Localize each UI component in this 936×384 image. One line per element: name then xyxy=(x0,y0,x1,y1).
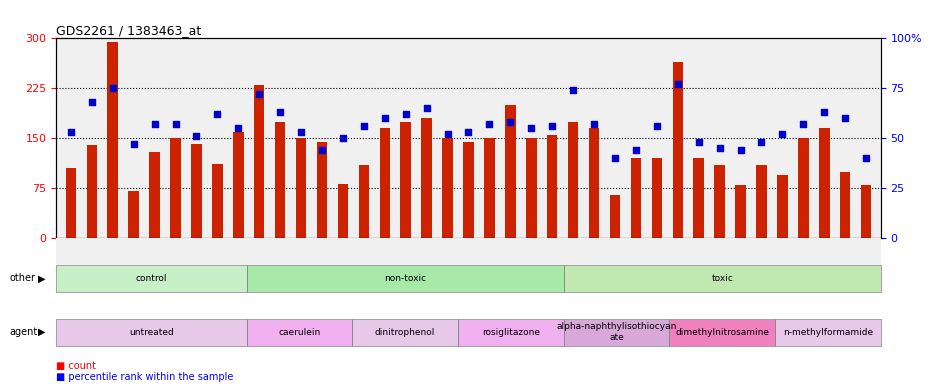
Bar xyxy=(254,85,264,238)
Point xyxy=(189,133,204,139)
Bar xyxy=(630,158,640,238)
Point xyxy=(503,119,518,125)
Point xyxy=(398,111,413,118)
Bar xyxy=(839,172,850,238)
Bar xyxy=(547,135,557,238)
Point xyxy=(356,123,371,129)
Point xyxy=(461,129,475,135)
Point xyxy=(440,131,455,137)
Point xyxy=(168,121,183,127)
Point xyxy=(210,111,225,118)
Bar xyxy=(693,158,703,238)
Bar xyxy=(735,185,745,238)
Point xyxy=(105,85,120,91)
Point xyxy=(628,147,643,153)
Bar xyxy=(651,158,662,238)
Point xyxy=(586,121,601,127)
Point xyxy=(649,123,664,129)
Bar xyxy=(776,175,787,238)
Point xyxy=(607,155,622,161)
Bar xyxy=(274,122,285,238)
Text: GDS2261 / 1383463_at: GDS2261 / 1383463_at xyxy=(56,24,201,37)
Bar xyxy=(212,164,223,238)
Text: ■ count: ■ count xyxy=(56,361,96,371)
Bar xyxy=(588,128,599,238)
Point xyxy=(544,123,559,129)
Point xyxy=(230,125,245,131)
Bar xyxy=(713,165,724,238)
Text: caerulein: caerulein xyxy=(278,328,320,337)
Bar xyxy=(316,142,327,238)
Text: rosiglitazone: rosiglitazone xyxy=(481,328,539,337)
Bar xyxy=(609,195,620,238)
Bar xyxy=(755,165,766,238)
Text: untreated: untreated xyxy=(129,328,173,337)
Bar xyxy=(505,105,515,238)
Bar xyxy=(525,138,536,238)
Point xyxy=(272,109,287,115)
Point xyxy=(732,147,747,153)
Bar xyxy=(233,132,243,238)
Text: agent: agent xyxy=(9,327,37,337)
Bar xyxy=(379,128,389,238)
Point xyxy=(795,121,810,127)
Bar xyxy=(860,185,870,238)
Point xyxy=(711,145,726,151)
Text: n-methylformamide: n-methylformamide xyxy=(782,328,872,337)
Bar xyxy=(170,138,181,238)
Bar xyxy=(484,138,494,238)
Bar xyxy=(818,128,828,238)
Bar xyxy=(149,152,160,238)
Bar xyxy=(337,184,348,238)
Point xyxy=(84,99,99,105)
Point xyxy=(816,109,831,115)
Point xyxy=(252,91,267,98)
Point xyxy=(565,87,580,93)
Bar xyxy=(442,138,452,238)
Point xyxy=(293,129,308,135)
Point xyxy=(669,81,684,88)
Bar xyxy=(672,62,682,238)
Bar xyxy=(128,192,139,238)
Bar xyxy=(108,42,118,238)
Bar xyxy=(400,122,411,238)
Text: dimethylnitrosamine: dimethylnitrosamine xyxy=(675,328,768,337)
Point xyxy=(126,141,141,147)
Text: ▶: ▶ xyxy=(38,273,46,283)
Point xyxy=(481,121,496,127)
Bar xyxy=(86,145,97,238)
Text: alpha-naphthylisothiocyan
ate: alpha-naphthylisothiocyan ate xyxy=(556,323,676,342)
Point xyxy=(314,147,329,153)
Point xyxy=(147,121,162,127)
Point xyxy=(774,131,789,137)
Text: toxic: toxic xyxy=(710,274,732,283)
Point xyxy=(335,135,350,141)
Point xyxy=(377,115,392,121)
Bar xyxy=(66,168,76,238)
Text: ▶: ▶ xyxy=(38,327,46,337)
Text: other: other xyxy=(9,273,36,283)
Text: non-toxic: non-toxic xyxy=(384,274,426,283)
Point xyxy=(64,129,79,135)
Bar xyxy=(191,144,201,238)
Bar xyxy=(421,118,431,238)
Bar xyxy=(296,138,306,238)
Point xyxy=(691,139,706,145)
Text: dinitrophenol: dinitrophenol xyxy=(374,328,435,337)
Text: ■ percentile rank within the sample: ■ percentile rank within the sample xyxy=(56,372,233,382)
Point xyxy=(857,155,872,161)
Point xyxy=(753,139,768,145)
Point xyxy=(523,125,538,131)
Point xyxy=(837,115,852,121)
Text: control: control xyxy=(136,274,167,283)
Point xyxy=(418,105,433,111)
Bar xyxy=(462,142,474,238)
Bar xyxy=(358,165,369,238)
Bar xyxy=(797,138,808,238)
Bar xyxy=(567,122,578,238)
